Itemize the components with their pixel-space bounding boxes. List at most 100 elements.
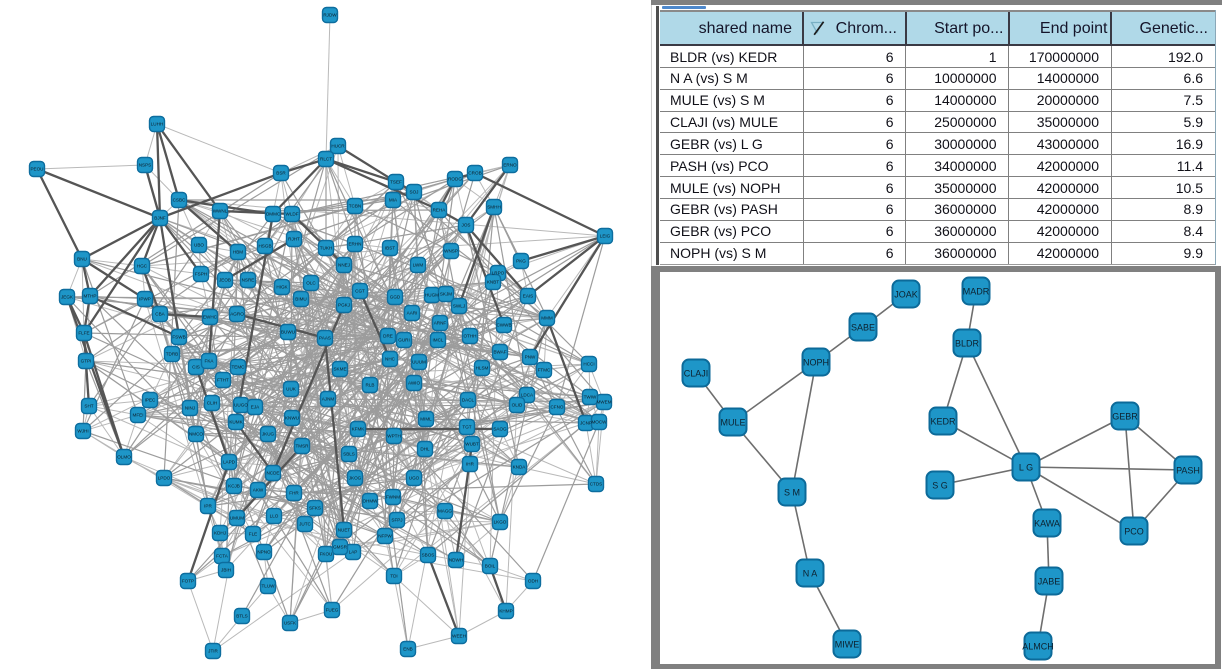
svg-text:PAAS: PAAS	[319, 336, 331, 341]
svg-text:TMSR: TMSR	[295, 444, 309, 449]
svg-text:SAOG: SAOG	[493, 427, 507, 432]
svg-text:NCDE: NCDE	[266, 471, 279, 476]
svg-text:MIA: MIA	[389, 198, 398, 203]
svg-text:WEEH: WEEH	[452, 634, 466, 639]
svg-text:REHA: REHA	[433, 208, 447, 213]
svg-text:MFEI: MFEI	[133, 413, 144, 418]
svg-text:JEGK: JEGK	[61, 295, 74, 300]
svg-text:JBIH: JBIH	[221, 568, 231, 573]
svg-text:HBM: HBM	[233, 250, 243, 255]
svg-text:FWNM: FWNM	[386, 495, 400, 500]
svg-text:HUCR: HUCR	[331, 144, 345, 149]
svg-text:JEOB: JEOB	[219, 278, 231, 283]
svg-text:MWEM: MWEM	[596, 400, 611, 405]
svg-text:MMM: MMM	[541, 316, 553, 321]
svg-text:HUGM: HUGM	[425, 293, 439, 298]
svg-text:AKW: AKW	[253, 488, 264, 493]
svg-text:HSGB: HSGB	[258, 244, 271, 249]
svg-text:AJNM: AJNM	[322, 397, 335, 402]
svg-text:NNEJ: NNEJ	[338, 263, 350, 268]
svg-text:OHMW: OHMW	[362, 499, 378, 504]
svg-text:IPWP: IPWP	[139, 297, 151, 302]
svg-text:SABE: SABE	[851, 322, 875, 332]
svg-text:N A: N A	[803, 568, 818, 578]
svg-text:FCTA: FCTA	[216, 554, 229, 559]
svg-text:JTIR: JTIR	[208, 649, 218, 654]
svg-text:CFNO: CFNO	[550, 405, 563, 410]
svg-text:TUKH: TUKH	[320, 246, 333, 251]
svg-text:JOS: JOS	[462, 223, 471, 228]
svg-text:WUBT: WUBT	[465, 442, 479, 447]
svg-text:FOTP: FOTP	[182, 579, 194, 584]
svg-text:AWIO: AWIO	[408, 381, 421, 386]
svg-text:NSRE: NSRE	[242, 278, 255, 283]
svg-text:GURI: GURI	[398, 338, 409, 343]
svg-text:GGD: GGD	[390, 295, 401, 300]
svg-text:ODH: ODH	[528, 579, 538, 584]
svg-text:CSBC: CSBC	[173, 198, 186, 203]
svg-text:CLAJI: CLAJI	[684, 368, 709, 378]
svg-text:WJHI: WJHI	[77, 429, 88, 434]
svg-text:LPDO: LPDO	[158, 476, 171, 481]
svg-text:FUEG: FUEG	[326, 608, 339, 613]
svg-text:UUUM: UUUM	[412, 360, 426, 365]
svg-text:FLFE: FLFE	[78, 331, 89, 336]
svg-text:OLMO: OLMO	[117, 455, 131, 460]
svg-text:LWM: LWM	[413, 263, 424, 268]
svg-text:IPEC: IPEC	[145, 398, 156, 403]
svg-text:NDWH: NDWH	[449, 558, 463, 563]
svg-text:PKG: PKG	[516, 259, 526, 264]
svg-text:CGT: CGT	[355, 289, 365, 294]
svg-text:IPR: IPR	[204, 504, 212, 509]
svg-text:IHR: IHR	[466, 462, 475, 467]
svg-text:BOIL: BOIL	[485, 564, 496, 569]
svg-text:PNW: PNW	[525, 355, 536, 360]
svg-text:TDI: TDI	[390, 574, 397, 579]
svg-text:UMUM: UMUM	[230, 516, 244, 521]
svg-text:SBLS: SBLS	[343, 452, 355, 457]
svg-text:LDCA: LDCA	[521, 393, 534, 398]
svg-text:TWIW: TWIW	[584, 395, 597, 400]
svg-text:GEBR: GEBR	[1112, 411, 1138, 421]
svg-text:JABE: JABE	[1038, 576, 1061, 586]
svg-text:OLID: OLID	[512, 403, 523, 408]
svg-text:TSEF: TSEF	[390, 180, 402, 185]
svg-text:PCO: PCO	[1124, 526, 1144, 536]
svg-text:RJHT: RJHT	[288, 237, 300, 242]
svg-text:FHR: FHR	[289, 491, 299, 496]
svg-text:FSWB: FSWB	[172, 335, 185, 340]
svg-text:FLE: FLE	[249, 532, 257, 537]
svg-text:JKOG: JKOG	[349, 476, 362, 481]
svg-text:BWAF: BWAF	[493, 350, 506, 355]
svg-text:SFKS: SFKS	[309, 506, 321, 511]
svg-text:SKJM: SKJM	[440, 292, 452, 297]
svg-text:S M: S M	[784, 487, 800, 497]
svg-text:FSPH: FSPH	[195, 272, 207, 277]
svg-text:FKA: FKA	[205, 359, 215, 364]
svg-text:NFPW: NFPW	[378, 534, 392, 539]
svg-text:JCNP: JCNP	[580, 421, 592, 426]
svg-text:BNU: BNU	[77, 257, 87, 262]
svg-text:NINJ: NINJ	[185, 406, 195, 411]
svg-text:SKME: SKME	[333, 367, 346, 372]
svg-text:HIGK: HIGK	[276, 285, 288, 290]
svg-text:IMCL: IMCL	[433, 338, 444, 343]
svg-text:EWHC: EWHC	[203, 315, 218, 320]
svg-text:NPNO: NPNO	[257, 550, 271, 555]
svg-text:KDHJ: KDHJ	[214, 531, 226, 536]
svg-text:HLSM: HLSM	[476, 366, 489, 371]
svg-text:CIS: CIS	[192, 365, 200, 370]
svg-text:L G: L G	[1019, 462, 1033, 472]
svg-text:UBO: UBO	[194, 243, 204, 248]
svg-text:SBOS: SBOS	[422, 553, 435, 558]
svg-text:EAIS: EAIS	[523, 294, 533, 299]
svg-text:OMMC: OMMC	[266, 212, 281, 217]
svg-text:MOCW: MOCW	[591, 420, 607, 425]
svg-text:LAPD: LAPD	[223, 460, 236, 465]
svg-text:CTDS: CTDS	[590, 482, 603, 487]
svg-text:MTHP: MTHP	[83, 294, 96, 299]
svg-text:LRPO: LRPO	[492, 271, 505, 276]
svg-text:LAP: LAP	[349, 550, 358, 555]
svg-text:NUET: NUET	[338, 528, 351, 533]
svg-text:TEMC: TEMC	[231, 365, 245, 370]
